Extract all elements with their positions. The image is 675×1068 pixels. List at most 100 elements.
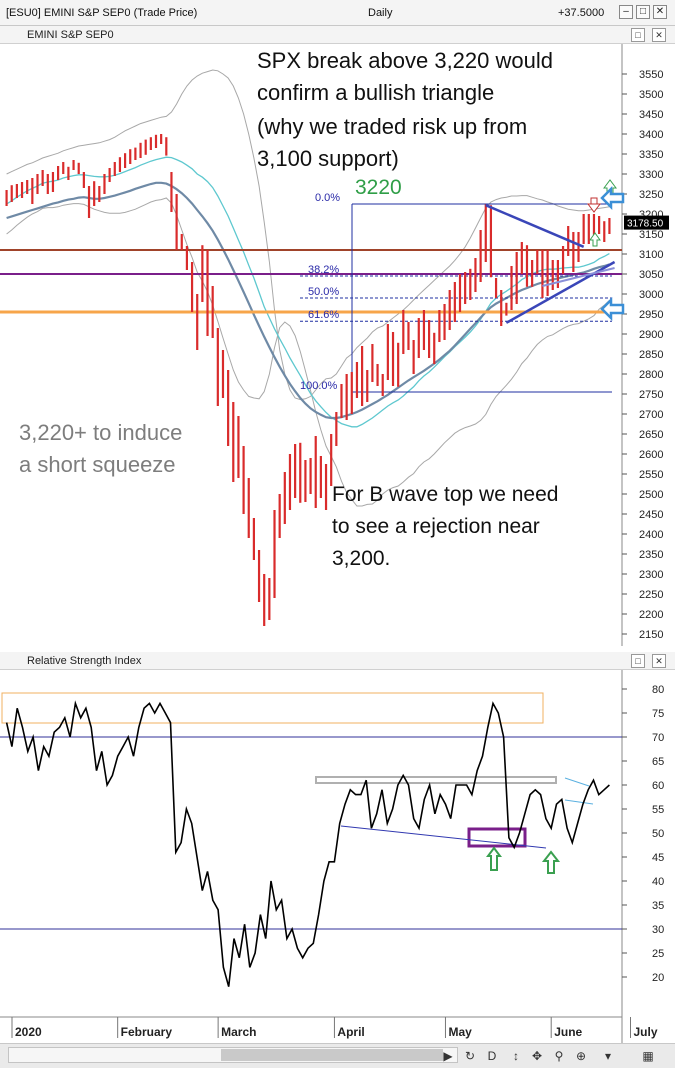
price-axis-label: 2450	[639, 509, 663, 521]
blue-left-arrow-icon	[600, 185, 625, 211]
panel-close-icon[interactable]: ✕	[652, 28, 666, 42]
rsi-axis-label: 70	[652, 732, 664, 744]
grid-icon[interactable]: ▦	[642, 1049, 654, 1063]
rsi-axis-label: 30	[652, 924, 664, 936]
price-axis-label: 3500	[639, 89, 663, 101]
price-panel-title: EMINI S&P SEP0	[27, 29, 114, 41]
price-axis-label: 2650	[639, 429, 663, 441]
price-axis-label: 2600	[639, 449, 663, 461]
close-icon[interactable]: ✕	[653, 5, 667, 19]
price-axis-label: 3250	[639, 189, 663, 201]
rsi-axis-label: 45	[652, 852, 664, 864]
rsi-panel-title: Relative Strength Index	[27, 655, 142, 667]
month-label: February	[121, 1025, 173, 1039]
month-label: 2020	[15, 1025, 42, 1039]
triangle-trendlines	[485, 204, 616, 324]
fibonacci-label: 61.6%	[308, 309, 339, 321]
price-axis-label: 3050	[639, 269, 663, 281]
scrollbar-thumb[interactable]	[221, 1049, 443, 1061]
refresh-icon[interactable]: ↻	[464, 1049, 476, 1063]
month-label: April	[337, 1025, 364, 1039]
blue-left-arrow-icon	[600, 296, 625, 322]
support-trendline	[542, 267, 615, 287]
minimize-icon[interactable]: –	[619, 5, 633, 19]
maximize-icon[interactable]: □	[636, 5, 650, 19]
rsi-axis-label: 60	[652, 780, 664, 792]
d-mode-icon[interactable]: D	[487, 1049, 497, 1063]
price-axis-label: 2200	[639, 609, 663, 621]
annotation-headline: 3,100 support)	[257, 146, 399, 171]
price-axis-label: 2700	[639, 409, 663, 421]
rsi-panel-close-icon[interactable]: ✕	[652, 654, 666, 668]
rsi-chart[interactable]: 80 75 70 65 60 55 50 45 40 35 30 25 20 2020 February M…	[0, 670, 675, 1043]
rsi-axis-label: 80	[652, 684, 664, 696]
annotation-headline: (why we traded risk up from	[257, 114, 527, 139]
rsi-axis-label: 40	[652, 876, 664, 888]
rsi-resistance-box	[315, 776, 557, 784]
price-axis-label: 3550	[639, 69, 663, 81]
annotation-squeeze: a short squeeze	[19, 452, 176, 477]
price-axis-label: 3100	[639, 249, 663, 261]
price-chart[interactable]: 3550350034503400335033003250320031503100…	[0, 44, 675, 646]
price-axis-label: 2950	[639, 309, 663, 321]
price-axis-label: 2350	[639, 549, 663, 561]
vertical-resize-icon[interactable]: ↕	[513, 1049, 519, 1063]
rsi-axis-label: 65	[652, 756, 664, 768]
month-label: May	[448, 1025, 472, 1039]
price-axis-label: 3400	[639, 129, 663, 141]
annotation-headline: confirm a bullish triangle	[257, 80, 494, 105]
last-price-label: 3178.50	[627, 219, 664, 230]
price-axis-label: 2400	[639, 529, 663, 541]
month-label: June	[554, 1025, 582, 1039]
panel-maximize-icon[interactable]: □	[631, 28, 645, 42]
annotation-headline: SPX break above 3,220 would	[257, 48, 553, 73]
price-axis-label: 2250	[639, 589, 663, 601]
rsi-axis-label: 55	[652, 804, 664, 816]
fibonacci-label: 100.0%	[300, 380, 338, 392]
magnifier-icon[interactable]: ⚲	[554, 1049, 564, 1063]
price-axis-label: 3000	[639, 289, 663, 301]
red-down-arrow-icon	[587, 197, 601, 213]
rsi-axis-label: 50	[652, 828, 664, 840]
small-up-arrow-icon	[589, 232, 601, 247]
rsi-panel-maximize-icon[interactable]: □	[631, 654, 645, 668]
annotation-bwave: 3,200.	[332, 547, 390, 570]
window-change: +37.5000	[558, 7, 605, 19]
window-interval: Daily	[368, 7, 393, 19]
rsi-wedge-lower-line	[564, 799, 594, 805]
level-3220-label: 3220	[355, 176, 402, 199]
annotation-bwave: to see a rejection near	[332, 515, 540, 538]
add-icon[interactable]: ⊕	[575, 1049, 587, 1063]
rsi-divergence-box	[467, 827, 527, 848]
price-axis-label: 2300	[639, 569, 663, 581]
rsi-axis-label: 35	[652, 900, 664, 912]
chart-toolbar: ▶ ↻ D ↕ ✥ ⚲ ⊕ ▾ ▦	[0, 1043, 675, 1068]
price-axis-label: 2850	[639, 349, 663, 361]
price-axis-label: 3350	[639, 149, 663, 161]
horizontal-scrollbar[interactable]	[8, 1047, 458, 1063]
window-symbol: [ESU0] EMINI S&P SEP0 (Trade Price)	[6, 7, 198, 19]
price-panel-header: EMINI S&P SEP0 □ ✕	[0, 26, 675, 44]
price-axis-label: 3450	[639, 109, 663, 121]
fibonacci-label: 50.0%	[308, 286, 339, 298]
price-axis-label: 2550	[639, 469, 663, 481]
moving-average-50-line	[6, 181, 610, 420]
fibonacci-label: 38.2%	[308, 264, 339, 276]
annotation-bwave: For B wave top we need	[332, 483, 558, 506]
pan-icon[interactable]: ✥	[531, 1049, 543, 1063]
bollinger-lower-line	[6, 197, 610, 507]
scroll-right-icon[interactable]: ▶	[443, 1049, 453, 1063]
price-axis-label: 2500	[639, 489, 663, 501]
rsi-axis-label: 20	[652, 972, 664, 984]
bollinger-upper-line	[6, 69, 610, 401]
window-titlebar: [ESU0] EMINI S&P SEP0 (Trade Price) Dail…	[0, 0, 675, 26]
rsi-line	[5, 700, 610, 987]
rsi-panel-header: Relative Strength Index □ ✕	[0, 652, 675, 670]
last-price-box	[624, 215, 669, 230]
rsi-axis-label: 75	[652, 708, 664, 720]
dropdown-icon[interactable]: ▾	[604, 1049, 612, 1063]
price-axis-label: 3300	[639, 169, 663, 181]
rsi-green-up-arrow-icon	[541, 850, 561, 874]
rsi-green-up-arrow-icon	[486, 846, 502, 871]
price-axis-label: 2750	[639, 389, 663, 401]
